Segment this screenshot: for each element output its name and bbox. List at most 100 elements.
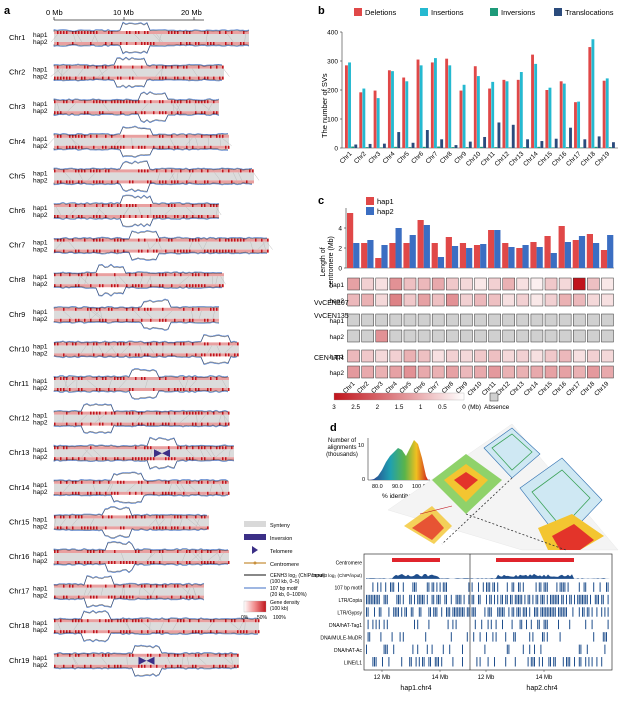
repeat-feature <box>425 632 426 641</box>
gene-density-bin <box>183 66 185 69</box>
gene-density-bin <box>132 596 134 599</box>
gene-density-bin <box>165 273 167 276</box>
gene-density-bin <box>222 446 224 449</box>
gene-density-bin <box>96 630 98 633</box>
gene-density-bin <box>132 180 134 183</box>
legend-chip-line2: (100 kb, 0–5) <box>270 579 300 585</box>
bar-insertions <box>606 78 609 148</box>
gene-density-bin <box>87 31 89 34</box>
heatmap-cell <box>390 366 402 378</box>
gene-density-bin <box>198 66 200 69</box>
gene-density-bin <box>135 446 137 449</box>
gene-density-bin <box>132 146 134 149</box>
gene-density-scale <box>244 601 266 612</box>
gene-density-bin <box>60 481 62 484</box>
bar-deletions <box>460 91 463 148</box>
legend-centromere: Centromere <box>270 562 299 568</box>
heatmap-cell <box>489 366 501 378</box>
gene-density-bin <box>147 169 149 172</box>
bar-insertions <box>477 76 480 148</box>
gene-density-bin <box>114 284 116 287</box>
bar-deletions <box>374 91 377 148</box>
gene-density-bin <box>219 180 221 183</box>
heatmap-cell <box>573 278 585 290</box>
repeat-feature <box>475 620 476 629</box>
gene-density-bin <box>102 457 104 460</box>
gene-density-bin <box>171 111 173 114</box>
gene-density-bin <box>144 353 146 356</box>
gene-density-bin <box>195 654 197 657</box>
gene-density-bin <box>144 239 146 242</box>
gene-density-bin <box>57 146 59 149</box>
motif-track-hap1 <box>54 472 228 481</box>
repeat-feature <box>518 582 519 591</box>
gene-density-bin <box>165 215 167 218</box>
repeat-feature <box>491 607 492 616</box>
gene-density-bin <box>201 481 203 484</box>
hap2-gene-density <box>54 250 269 253</box>
gene-density-bin <box>180 342 182 345</box>
gene-density-bin <box>81 377 83 380</box>
repeat-feature <box>472 607 473 616</box>
repeat-feature <box>558 620 559 629</box>
bar-translocations <box>555 139 558 148</box>
gene-density-bin <box>99 561 101 564</box>
gene-density-bin <box>165 180 167 183</box>
repeat-feature <box>380 582 381 591</box>
x-tick-label: Chr4 <box>384 380 399 395</box>
gene-density-bin <box>180 446 182 449</box>
bar-inversions <box>480 147 483 148</box>
gene-density-bin <box>144 42 146 45</box>
heatmap-hap-label: hap2 <box>330 370 345 377</box>
gene-density-bin <box>246 630 248 633</box>
gene-density-bin <box>162 630 164 633</box>
hap1-label: hap1 <box>33 170 48 177</box>
legend-label: hap1 <box>377 197 394 206</box>
gene-density-bin <box>90 42 92 45</box>
gene-density-bin <box>93 630 95 633</box>
gene-density-bin <box>177 180 179 183</box>
gene-density-bin <box>90 596 92 599</box>
bar-hap1 <box>474 245 480 268</box>
legend-synteny-swatch <box>244 521 266 527</box>
gene-density-bin <box>198 308 200 311</box>
hap2-label: hap2 <box>33 350 48 357</box>
heatmap-cell <box>545 330 557 342</box>
repeat-feature <box>560 607 561 616</box>
gene-density-bin <box>147 446 149 449</box>
hap1-label: hap1 <box>33 482 48 489</box>
repeat-feature <box>412 607 413 616</box>
gene-density-bin <box>237 353 239 356</box>
repeat-feature <box>561 582 562 591</box>
chromosome-label: Chr2 <box>9 68 25 77</box>
bar-inversions <box>537 147 540 148</box>
gene-density-bin <box>162 526 164 529</box>
gene-density-bin <box>183 342 185 345</box>
bar-deletions <box>588 47 591 148</box>
bar-translocations <box>483 137 486 148</box>
heatmap-cell <box>446 294 458 306</box>
heatmap-cell <box>601 314 613 326</box>
gene-density-bin <box>84 665 86 668</box>
gene-density-bin <box>180 111 182 114</box>
repeat-feature <box>563 657 564 666</box>
gene-density-bin <box>117 481 119 484</box>
x-tick-label: Chr3 <box>367 150 382 165</box>
gene-density-bin <box>147 654 149 657</box>
gene-density-bin <box>150 446 152 449</box>
repeat-feature <box>441 657 442 666</box>
gene-density-bin <box>258 630 260 633</box>
gene-density-bin <box>69 319 71 322</box>
gene-density-bin <box>129 412 131 415</box>
chip-track-hap1 <box>54 265 222 274</box>
repeat-feature <box>456 595 457 604</box>
heatmap-cell <box>446 350 458 362</box>
repeat-feature <box>608 595 609 604</box>
gene-density-bin <box>102 180 104 183</box>
bar-insertions <box>377 98 380 148</box>
repeat-feature <box>547 595 548 604</box>
gene-density-bin <box>111 284 113 287</box>
gene-density-bin <box>114 596 116 599</box>
